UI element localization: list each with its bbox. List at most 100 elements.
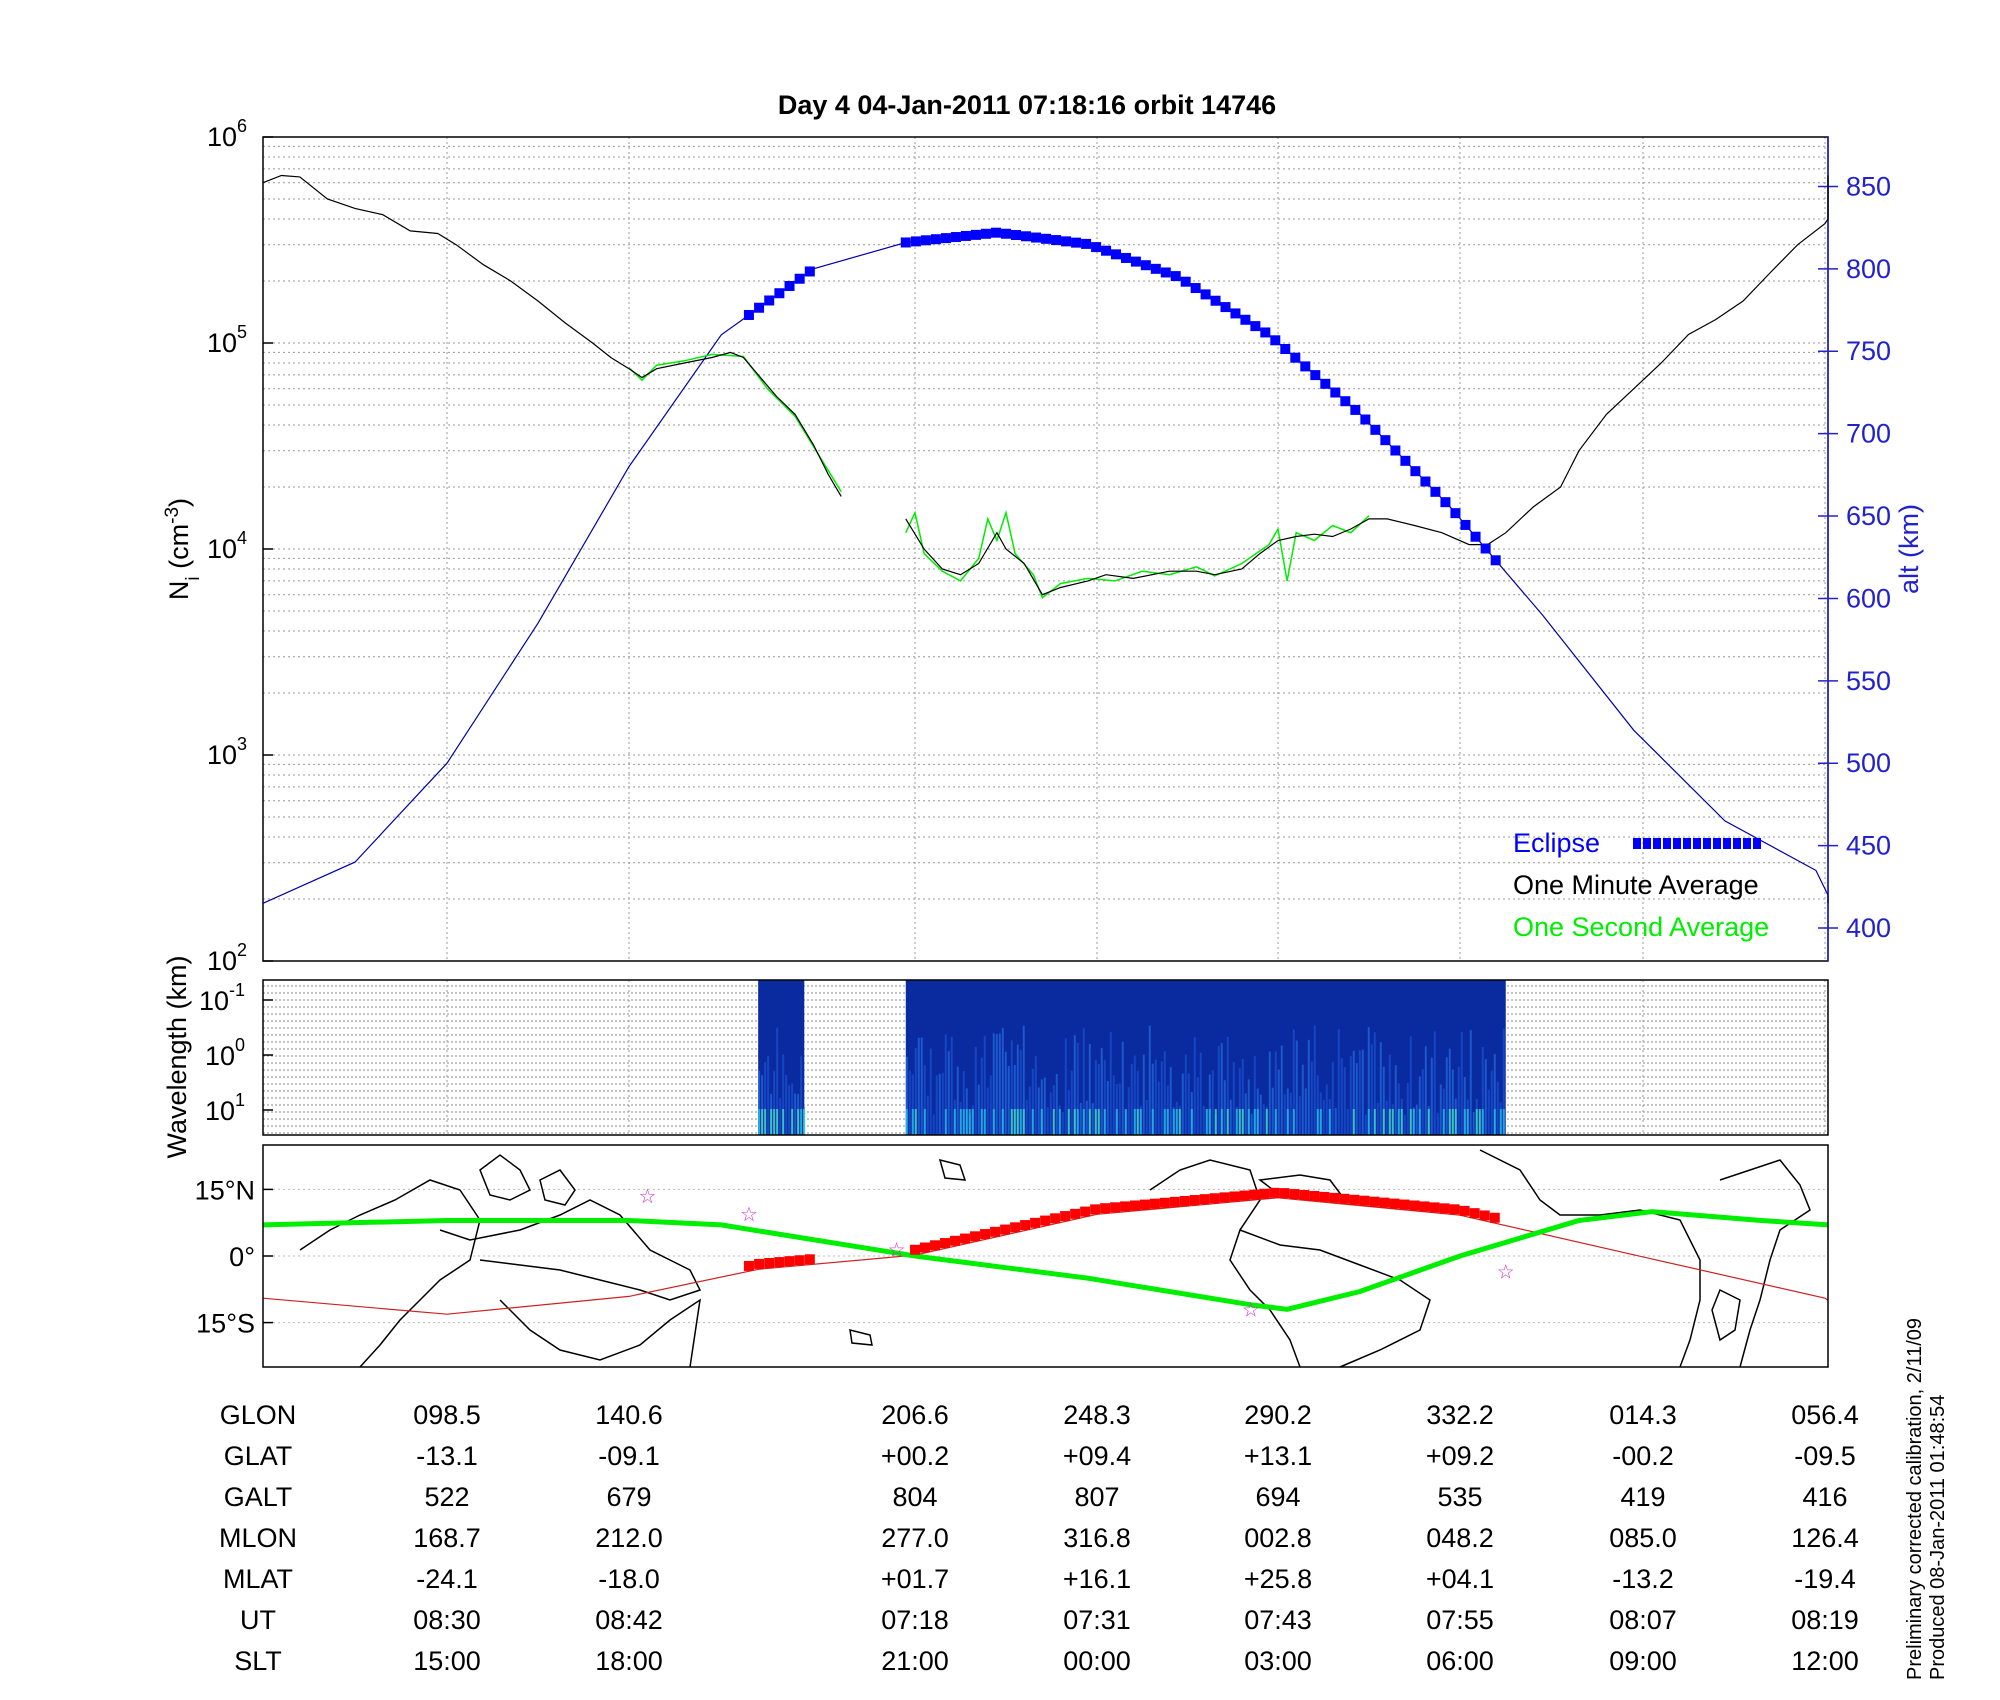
spectrogram-streak	[1436, 1112, 1439, 1135]
map-eclipse-marker	[1439, 1203, 1450, 1214]
spectrogram-streak	[1031, 1068, 1034, 1135]
ephemeris-cell: 048.2	[1426, 1523, 1494, 1553]
eclipse-marker	[1081, 238, 1092, 249]
spectrogram-streak	[950, 1036, 953, 1135]
eclipse-marker	[1180, 276, 1191, 287]
spectrogram-hot	[1367, 1109, 1370, 1135]
spectrogram-streak	[1310, 1061, 1313, 1135]
map-eclipse-marker	[970, 1231, 981, 1242]
spectrogram-streak	[1244, 1093, 1247, 1135]
map-eclipse-marker	[1259, 1188, 1270, 1199]
ephemeris-cell: 00:00	[1063, 1646, 1131, 1676]
spectrogram-streak	[1409, 1036, 1412, 1135]
coastline	[539, 1169, 576, 1206]
spectrogram-hot	[1253, 1109, 1256, 1135]
spectrogram-streak	[1259, 1094, 1262, 1135]
eclipse-marker	[1310, 370, 1321, 381]
spectrogram-streak	[1343, 1067, 1346, 1135]
coastline	[1719, 1159, 1811, 1368]
altitude-y-tick-label: 800	[1846, 254, 1891, 284]
spectrogram-streak	[1169, 1067, 1172, 1135]
map-eclipse-marker	[950, 1235, 961, 1246]
eclipse-marker	[1320, 378, 1331, 389]
spectrogram-hot	[1502, 1109, 1505, 1135]
spectrogram-streak	[956, 1066, 959, 1135]
coastline	[499, 1298, 701, 1368]
spectrogram-hot	[770, 1109, 773, 1135]
spectrogram-streak	[1145, 1099, 1148, 1135]
density-y-tick-label: 105	[207, 322, 247, 358]
altitude-line	[262, 231, 1829, 904]
spectrogram-hot	[1019, 1109, 1022, 1135]
spectrogram-streak	[1424, 1046, 1427, 1135]
spectrogram-hot	[1319, 1109, 1322, 1135]
altitude-y-tick-label: 500	[1846, 748, 1891, 778]
map-eclipse-marker	[1309, 1190, 1320, 1201]
spectrogram-streak	[1439, 1084, 1442, 1135]
map-eclipse-marker	[1000, 1224, 1011, 1235]
map-eclipse-marker	[1120, 1201, 1131, 1212]
eclipse-marker	[1340, 396, 1351, 407]
spectrogram-streak	[941, 1072, 944, 1135]
eclipse-marker	[970, 229, 981, 240]
spectrogram-hot	[1412, 1109, 1415, 1135]
spectrogram-hot	[773, 1109, 776, 1135]
legend-eclipse-square	[1673, 838, 1681, 849]
spectrogram-streak	[776, 1027, 779, 1135]
spectrogram-hot	[1139, 1109, 1142, 1135]
one-second-average-line	[905, 509, 1370, 599]
spectrogram-streak	[1295, 1040, 1298, 1135]
ephemeris-cell: 419	[1620, 1482, 1665, 1512]
ephemeris-cell: -13.1	[416, 1441, 478, 1471]
eclipse-marker	[1300, 361, 1311, 372]
spectrogram-hot	[800, 1109, 803, 1135]
spectrogram-streak	[1277, 1069, 1280, 1135]
legend-eclipse-square	[1713, 838, 1721, 849]
map-eclipse-marker	[1219, 1192, 1230, 1203]
spectrogram-streak	[1064, 1038, 1067, 1135]
spectrogram-hot	[1208, 1109, 1211, 1135]
spectrogram-hot	[914, 1109, 917, 1135]
map-grid	[263, 1188, 1828, 1324]
eclipse-marker	[1390, 445, 1401, 456]
spectrogram-hot	[1022, 1109, 1025, 1135]
spectrogram-streak	[1421, 1069, 1424, 1135]
spectrogram-streak	[782, 1054, 785, 1135]
eclipse-marker	[1001, 228, 1011, 239]
spectrogram-hot	[1373, 1109, 1376, 1135]
map-eclipse-marker	[1339, 1193, 1350, 1204]
star-marker: ☆	[1497, 1262, 1515, 1284]
spectrogram-streak	[1304, 1088, 1307, 1135]
map-eclipse-marker	[1100, 1203, 1111, 1214]
legend-eclipse-square	[1723, 838, 1731, 849]
spectrogram-streak	[1010, 1040, 1013, 1135]
spectrogram-streak	[767, 1055, 770, 1135]
eclipse-marker	[1051, 235, 1062, 246]
map-eclipse-marker	[1149, 1198, 1160, 1209]
eclipse-marker	[1400, 455, 1411, 466]
density-panel: 102 103 104 105 106 400 450 500 550 600 650 700 750…	[162, 116, 1925, 976]
spectrogram-hot	[1115, 1109, 1118, 1135]
spectrogram-streak	[1388, 1054, 1391, 1135]
eclipse-marker	[940, 233, 951, 244]
map-eclipse-marker	[1169, 1196, 1180, 1207]
spectrogram-hot	[1241, 1109, 1244, 1135]
ephemeris-cell: 126.4	[1791, 1523, 1859, 1553]
spectrogram-streak	[794, 1093, 797, 1135]
spectrogram-hot	[992, 1109, 995, 1135]
spectrogram-streak	[1445, 1057, 1448, 1135]
spectrogram-hot	[1214, 1109, 1217, 1135]
eclipse-marker	[1240, 314, 1251, 325]
spectrogram-streak	[1376, 1102, 1379, 1135]
spectrogram-hot	[959, 1109, 962, 1135]
spectrogram-hot	[1133, 1109, 1136, 1135]
spectrogram-hot	[1442, 1109, 1445, 1135]
map-eclipse-marker	[990, 1226, 1001, 1237]
spectrogram-hot	[803, 1109, 806, 1135]
eclipse-marker	[1370, 424, 1381, 435]
spectrogram-streak	[932, 1114, 935, 1135]
ephemeris-cell: +01.7	[881, 1564, 949, 1594]
spectrogram-axes-box	[262, 979, 1829, 1136]
eclipse-marker	[1350, 404, 1361, 415]
spectrogram-streak	[1160, 1061, 1163, 1135]
